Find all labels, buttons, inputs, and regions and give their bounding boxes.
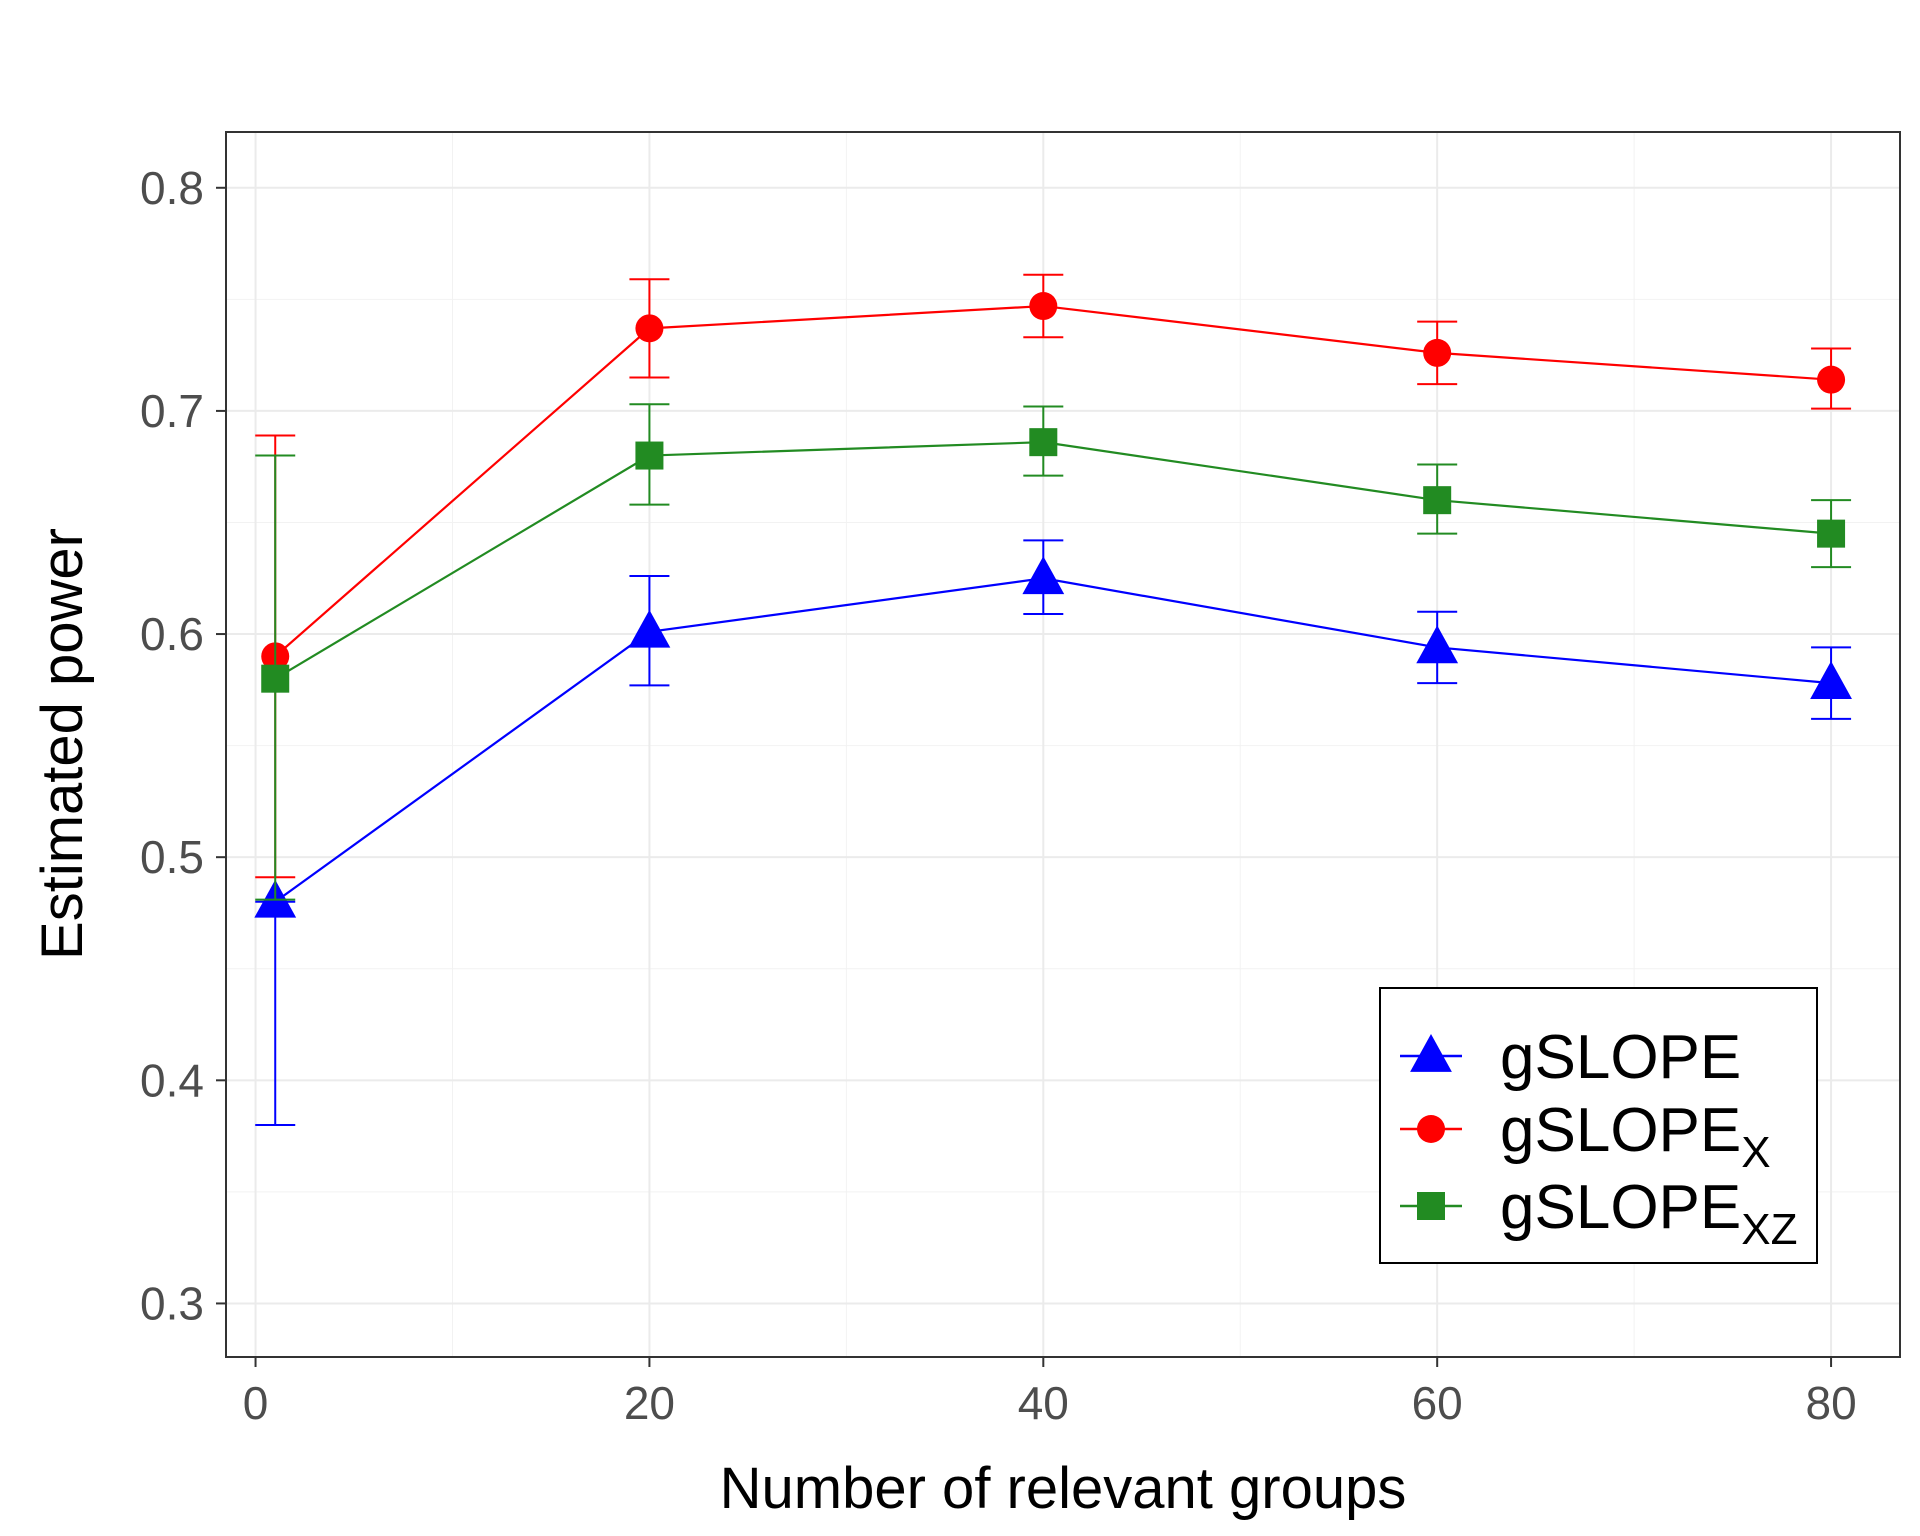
y-tick-label: 0.7 bbox=[140, 385, 204, 437]
y-tick-label: 0.6 bbox=[140, 608, 204, 660]
legend-item-2: gSLOPEX bbox=[1400, 1096, 1771, 1177]
legend-label: gSLOPEX bbox=[1500, 1096, 1771, 1177]
x-axis-title: Number of relevant groups bbox=[720, 1456, 1407, 1521]
x-tick-label: 20 bbox=[624, 1377, 675, 1429]
y-tick-label: 0.8 bbox=[140, 162, 204, 214]
legend-key-marker bbox=[1410, 1034, 1452, 1072]
data-point bbox=[1423, 338, 1452, 367]
legend-key-marker bbox=[1417, 1115, 1445, 1143]
legend-box bbox=[1379, 987, 1818, 1264]
legend-key-marker bbox=[1417, 1192, 1445, 1220]
y-axis-title: Estimated power bbox=[30, 528, 95, 960]
data-point bbox=[1029, 428, 1058, 457]
data-point bbox=[1817, 519, 1846, 548]
y-tick-label: 0.5 bbox=[140, 831, 204, 883]
data-point bbox=[261, 664, 290, 693]
series-3 bbox=[255, 403, 1852, 901]
plot-border bbox=[225, 131, 1901, 1358]
x-tick-label: 60 bbox=[1412, 1377, 1463, 1429]
data-point bbox=[1029, 292, 1058, 321]
series-layer bbox=[254, 273, 1852, 1126]
y-tick-label: 0.4 bbox=[140, 1054, 204, 1106]
legend-label: gSLOPE bbox=[1500, 1023, 1741, 1092]
data-point bbox=[1022, 556, 1065, 595]
data-point bbox=[1817, 365, 1846, 394]
data-point bbox=[628, 609, 671, 648]
data-point bbox=[1416, 625, 1459, 664]
data-point bbox=[635, 441, 664, 470]
data-point bbox=[635, 314, 664, 343]
x-tick-label: 0 bbox=[243, 1377, 269, 1429]
x-tick-label: 40 bbox=[1018, 1377, 1069, 1429]
grid-minor bbox=[226, 132, 1900, 1357]
legend-item-3: gSLOPEXZ bbox=[1400, 1173, 1797, 1254]
x-axis: 0 20 40 60 80 bbox=[243, 1357, 1857, 1429]
data-point bbox=[1810, 661, 1852, 699]
data-point bbox=[1423, 486, 1452, 515]
legend-item-1: gSLOPE bbox=[1400, 1023, 1741, 1092]
y-axis: 0.3 0.4 0.5 0.6 0.7 0.8 bbox=[140, 162, 226, 1329]
y-tick-label: 0.3 bbox=[140, 1277, 204, 1329]
x-tick-label: 80 bbox=[1805, 1377, 1856, 1429]
legend-label: gSLOPEXZ bbox=[1500, 1173, 1797, 1254]
